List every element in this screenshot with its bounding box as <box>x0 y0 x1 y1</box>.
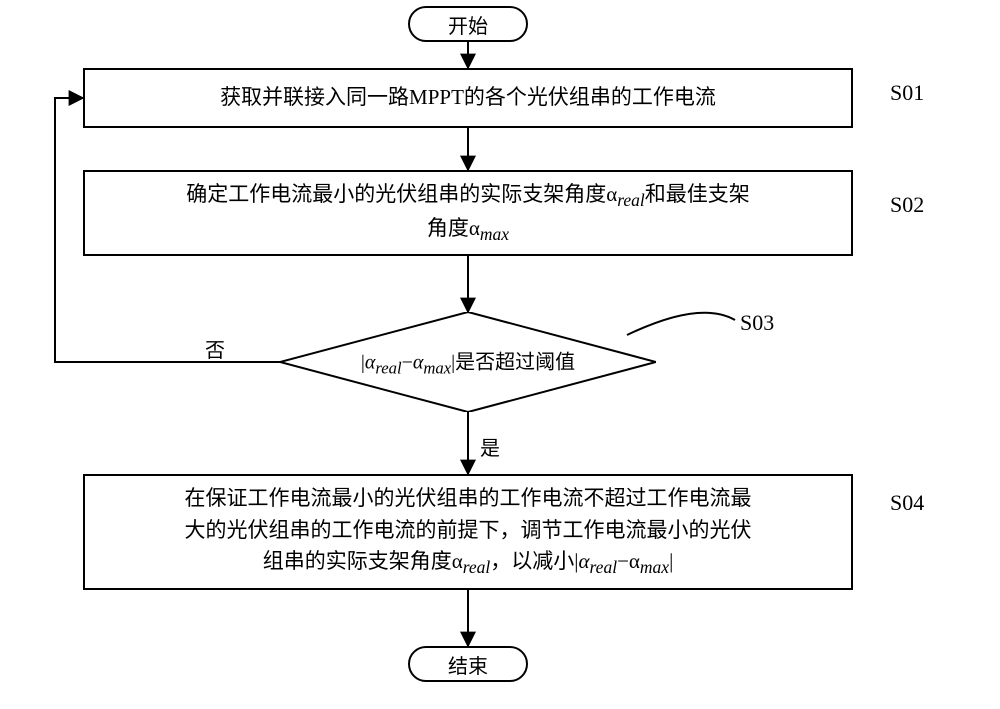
decision-s03: |αreal−αmax|是否超过阈值 <box>280 312 656 412</box>
step-label-s03: S03 <box>740 310 774 336</box>
branch-yes-label: 是 <box>480 432 500 461</box>
process-s02: 确定工作电流最小的光伏组串的实际支架角度αreal和最佳支架 角度αmax <box>83 170 853 256</box>
step-label-s01: S01 <box>890 80 924 106</box>
start-text: 开始 <box>448 10 488 39</box>
s04-text: 在保证工作电流最小的光伏组串的工作电流不超过工作电流最 大的光伏组串的工作电流的… <box>185 483 752 580</box>
branch-no-label: 否 <box>205 334 225 363</box>
step-label-s04: S04 <box>890 490 924 516</box>
s01-text: 获取并联接入同一路MPPT的各个光伏组串的工作电流 <box>220 82 716 114</box>
end-text: 结束 <box>448 650 488 679</box>
end-node: 结束 <box>408 646 528 682</box>
s02-text: 确定工作电流最小的光伏组串的实际支架角度αreal和最佳支架 角度αmax <box>186 179 750 248</box>
process-s01: 获取并联接入同一路MPPT的各个光伏组串的工作电流 <box>83 68 853 128</box>
start-node: 开始 <box>408 6 528 42</box>
process-s04: 在保证工作电流最小的光伏组串的工作电流不超过工作电流最 大的光伏组串的工作电流的… <box>83 474 853 590</box>
s03-text: |αreal−αmax|是否超过阈值 <box>361 346 575 379</box>
step-label-s02: S02 <box>890 192 924 218</box>
